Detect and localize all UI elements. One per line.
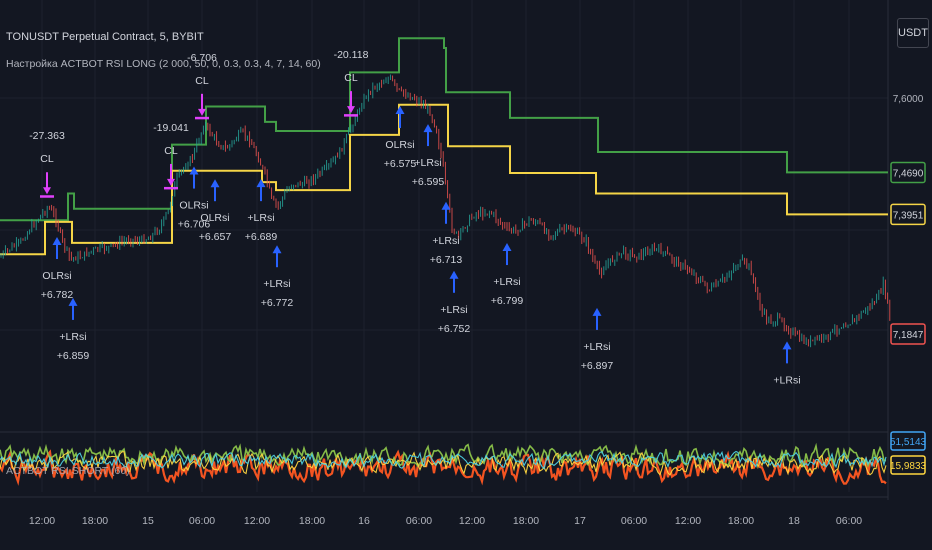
entry-signal-label: +LRsi bbox=[59, 331, 86, 343]
yellow-level-line bbox=[0, 103, 888, 256]
signal-annotations: -27.363 CL -19.041 CL -6.706 CL -20.118 CL OLRsi… bbox=[29, 49, 800, 386]
time-axis[interactable]: 12:00 18:00 15 06:00 12:00 18:00 16 06:00 12:00 1… bbox=[29, 515, 862, 527]
time-tick-label: 18:00 bbox=[299, 515, 325, 527]
entry-signal-label: +6.706 bbox=[178, 219, 211, 231]
close-signal-arrowhead bbox=[43, 187, 51, 195]
time-tick-label: 06:00 bbox=[406, 515, 432, 527]
close-signal-value: -6.706 bbox=[187, 52, 217, 64]
oscillator-label[interactable]: ACTBOT RSI SHORT (60) bbox=[6, 465, 130, 477]
entry-signal-arrowhead bbox=[395, 106, 405, 115]
entry-signal-label: +6.897 bbox=[581, 360, 614, 372]
time-tick-label: 18 bbox=[788, 515, 800, 527]
time-tick-label: 16 bbox=[358, 515, 370, 527]
entry-signal-label: OLRsi bbox=[200, 212, 229, 224]
entry-signal-label: +LRsi bbox=[247, 212, 274, 224]
time-tick-label: 18:00 bbox=[513, 515, 539, 527]
entry-signal-arrowhead bbox=[52, 237, 62, 246]
entry-signal-arrowhead bbox=[256, 179, 266, 188]
chart-title: TONUSDT Perpetual Contract, 5, BYBIT bbox=[6, 31, 204, 43]
time-tick-label: 18:00 bbox=[728, 515, 754, 527]
entry-signal-label: +LRsi bbox=[432, 235, 459, 247]
entry-signal-label: +6.799 bbox=[491, 295, 524, 307]
time-tick-label: 17 bbox=[574, 515, 586, 527]
entry-signal-label: +LRsi bbox=[263, 278, 290, 290]
price-series bbox=[0, 74, 891, 348]
time-tick-label: 06:00 bbox=[189, 515, 215, 527]
entry-signal-label: +LRsi bbox=[773, 374, 800, 386]
entry-signal-arrowhead bbox=[502, 243, 512, 252]
entry-signal-label: +6.859 bbox=[57, 350, 90, 362]
close-signal-value: -20.118 bbox=[334, 49, 369, 61]
indicator-label[interactable]: Настройка ACTBOT RSI LONG (2 000, 50, 0,… bbox=[6, 58, 321, 70]
entry-signal-label: +6.772 bbox=[261, 297, 294, 309]
close-signal-arrowhead bbox=[347, 106, 355, 114]
entry-signal-label: +6.782 bbox=[41, 289, 74, 301]
entry-signal-label: +LRsi bbox=[583, 341, 610, 353]
time-tick-label: 06:00 bbox=[836, 515, 862, 527]
yellow-step-line bbox=[0, 103, 888, 256]
time-tick-label: 18:00 bbox=[82, 515, 108, 527]
entry-signal-arrowhead bbox=[189, 166, 199, 175]
time-tick-label: 12:00 bbox=[29, 515, 55, 527]
entry-signal-arrowhead bbox=[441, 201, 451, 210]
price-badge-label: 7,4690 bbox=[893, 168, 924, 179]
entry-signal-arrowhead bbox=[272, 245, 282, 254]
price-axis[interactable]: 7,6000 7,4690 7,3951 7,1847 51,5143 15,9833 bbox=[890, 94, 927, 475]
entry-signal-label: OLRsi bbox=[385, 139, 414, 151]
close-signal-label: CL bbox=[195, 75, 209, 87]
entry-signal-label: +6.575 bbox=[384, 158, 417, 170]
entry-signal-label: +6.689 bbox=[245, 231, 278, 243]
close-signal-arrowhead bbox=[167, 178, 175, 186]
close-signal-value: -27.363 bbox=[29, 130, 65, 142]
entry-signal-label: OLRsi bbox=[179, 200, 208, 212]
price-badge bbox=[890, 203, 926, 226]
close-signal-label: CL bbox=[344, 72, 358, 84]
price-badge bbox=[890, 323, 926, 345]
entry-signal-label: +6.713 bbox=[430, 254, 463, 266]
time-tick-label: 12:00 bbox=[675, 515, 701, 527]
entry-signal-label: +LRsi bbox=[414, 157, 441, 169]
oscillator-panel bbox=[0, 442, 887, 486]
price-badge-label: 7,3951 bbox=[893, 210, 924, 221]
price-badge-label: 7,1847 bbox=[893, 330, 924, 341]
entry-signal-label: +LRsi bbox=[440, 304, 467, 316]
oscillator-badge-label: 15,9833 bbox=[890, 461, 927, 472]
entry-signal-arrowhead bbox=[782, 341, 792, 350]
entry-signal-label: +6.657 bbox=[199, 231, 232, 243]
oscillator-badge-label: 51,5143 bbox=[890, 437, 927, 448]
price-tick-label: 7,6000 bbox=[893, 94, 924, 105]
close-signal-value: -19.041 bbox=[153, 122, 189, 134]
entry-signal-arrowhead bbox=[449, 270, 459, 279]
close-signal-arrowhead bbox=[198, 108, 206, 116]
entry-signal-arrowhead bbox=[68, 297, 78, 306]
entry-signal-arrowhead bbox=[592, 307, 602, 316]
entry-signal-arrowhead bbox=[210, 179, 220, 188]
close-signal-label: CL bbox=[40, 153, 54, 165]
close-signal-label: CL bbox=[164, 145, 178, 157]
entry-signal-label: +6.595 bbox=[412, 176, 445, 188]
close-signal-bar bbox=[344, 114, 358, 117]
time-tick-label: 15 bbox=[142, 515, 154, 527]
entry-signal-label: +6.752 bbox=[438, 323, 471, 335]
entry-signal-arrowhead bbox=[423, 124, 433, 133]
time-tick-label: 12:00 bbox=[459, 515, 485, 527]
close-signal-bar bbox=[164, 186, 178, 190]
entry-signal-label: OLRsi bbox=[42, 270, 71, 282]
price-badge bbox=[890, 161, 926, 184]
close-signal-bar bbox=[195, 116, 209, 120]
time-tick-label: 06:00 bbox=[621, 515, 647, 527]
oscillator-badge bbox=[890, 455, 926, 475]
close-signal-bar bbox=[40, 195, 54, 198]
oscillator-badge bbox=[890, 431, 926, 451]
entry-signal-label: +LRsi bbox=[493, 276, 520, 288]
currency-button[interactable]: USDT bbox=[897, 18, 929, 48]
time-tick-label: 12:00 bbox=[244, 515, 270, 527]
oscillator-line bbox=[0, 450, 887, 470]
